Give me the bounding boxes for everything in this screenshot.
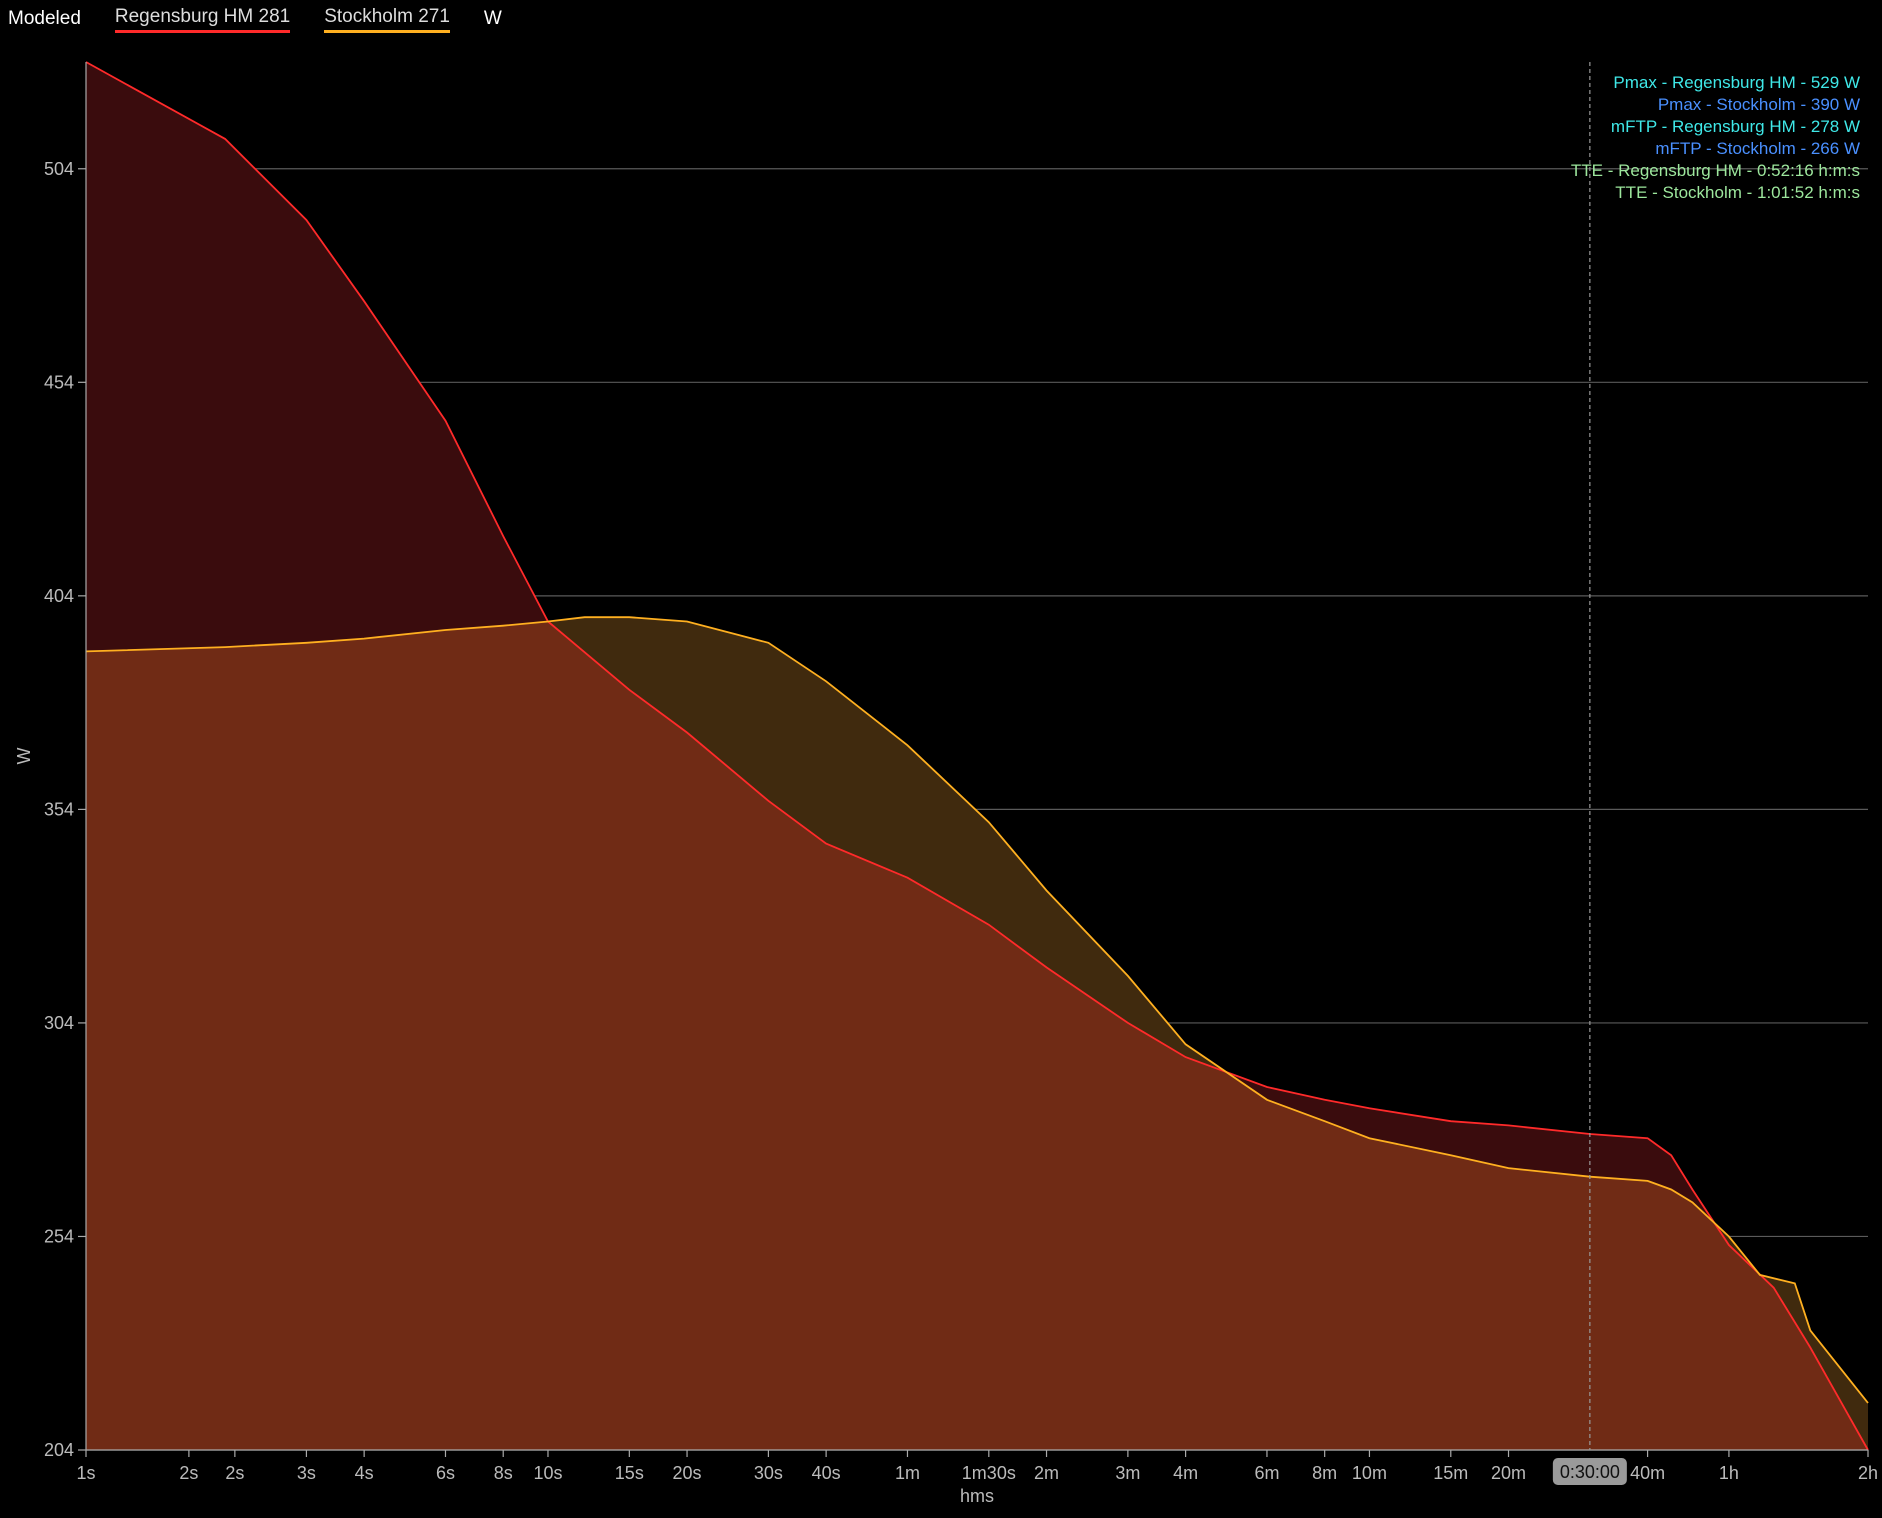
model-info-panel: Pmax - Regensburg HM - 529 W Pmax - Stock…	[1571, 73, 1860, 202]
x-tick-label: 2m	[1034, 1463, 1059, 1483]
x-tick-label: 15m	[1433, 1463, 1468, 1483]
x-tick-label: 20s	[673, 1463, 702, 1483]
x-tick-label: 2s	[225, 1463, 244, 1483]
x-tick-label: 10m	[1352, 1463, 1387, 1483]
x-tick-label: 3m	[1115, 1463, 1140, 1483]
x-tick-label: 2h	[1858, 1463, 1878, 1483]
legend-entry-stockholm[interactable]: Stockholm 271	[324, 6, 450, 33]
legend-unit: W	[483, 8, 502, 29]
x-tick-label: 8m	[1312, 1463, 1337, 1483]
series-lines	[85, 61, 1869, 1451]
crosshair: 0:30:00	[1552, 62, 1627, 1485]
x-tick-label: 15s	[615, 1463, 644, 1483]
model-info-line: Pmax - Stockholm - 390 W	[1658, 95, 1860, 114]
chart-legend: Modeled Regensburg HM 281 Stockholm 271 …	[8, 6, 502, 33]
y-tick-label: 404	[44, 586, 74, 606]
series-areas	[86, 62, 1868, 1450]
line-regensburg	[85, 61, 1869, 1451]
y-tick-label: 454	[44, 372, 74, 392]
x-tick-label: 40m	[1630, 1463, 1665, 1483]
x-tick-label: 1h	[1719, 1463, 1739, 1483]
x-tick-label: 40s	[812, 1463, 841, 1483]
x-tick-label: 4s	[355, 1463, 374, 1483]
x-tick-label: 1s	[76, 1463, 95, 1483]
area-overlap	[86, 617, 1868, 1450]
line-stockholm	[85, 616, 1869, 1404]
x-tick-label: 1m	[895, 1463, 920, 1483]
x-tick-label: 6m	[1254, 1463, 1279, 1483]
x-tick-label: 20m	[1491, 1463, 1526, 1483]
x-tick-label: 4m	[1173, 1463, 1198, 1483]
y-tick-label: 504	[44, 159, 74, 179]
x-tick-label: 10s	[533, 1463, 562, 1483]
x-tick-label: 6s	[436, 1463, 455, 1483]
x-tick-label: 3s	[297, 1463, 316, 1483]
model-info-line: Pmax - Regensburg HM - 529 W	[1613, 73, 1860, 92]
x-tick-label: 1m30s	[962, 1463, 1016, 1483]
legend-title: Modeled	[8, 8, 81, 29]
legend-entry-regensburg[interactable]: Regensburg HM 281	[114, 6, 291, 33]
axes: 204 254 304 354 404 454 504 1s 2s 2s 3s 4s 6s 8s 10s 15…	[14, 62, 1878, 1506]
y-tick-label: 204	[44, 1440, 74, 1460]
y-tick-label: 254	[44, 1226, 74, 1246]
model-info-line: mFTP - Regensburg HM - 278 W	[1611, 117, 1860, 136]
x-tick-label: 30s	[754, 1463, 783, 1483]
crosshair-label-box	[1552, 1458, 1627, 1485]
y-tick-label: 354	[44, 799, 74, 819]
y-axis-title: W	[14, 748, 34, 765]
y-tick-label: 304	[44, 1013, 74, 1033]
crosshair-label: 0:30:00	[1560, 1462, 1620, 1482]
x-axis-title: hms	[960, 1486, 994, 1506]
x-tick-label: 8s	[494, 1463, 513, 1483]
model-info-line: mFTP - Stockholm - 266 W	[1655, 139, 1860, 158]
x-tick-label: 2s	[179, 1463, 198, 1483]
model-info-line: TTE - Regensburg HM - 0:52:16 h:m:s	[1571, 161, 1860, 180]
model-info-line: TTE - Stockholm - 1:01:52 h:m:s	[1615, 183, 1860, 202]
